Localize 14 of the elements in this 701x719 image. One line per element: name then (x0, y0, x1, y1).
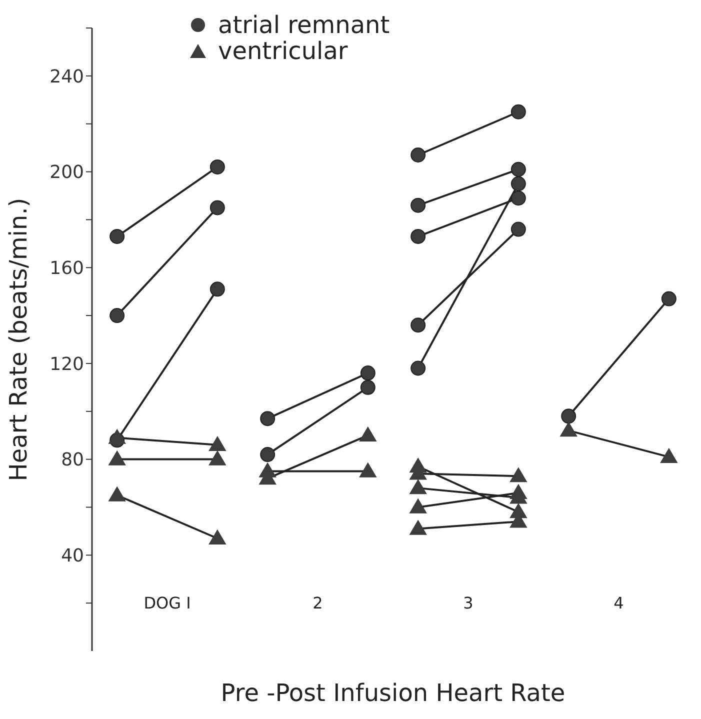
x-tick-label: DOG I (144, 593, 191, 612)
y-tick-label: 80 (61, 450, 84, 471)
x-tick-label: 3 (463, 593, 474, 612)
y-tick-label: 160 (50, 258, 84, 280)
y-tick-label: 200 (50, 162, 84, 184)
x-tick-label: 4 (614, 593, 624, 612)
y-tick-label: 40 (61, 546, 84, 567)
y-tick-label: 120 (50, 354, 84, 375)
x-axis-title: Pre -Post Infusion Heart Rate (220, 679, 566, 707)
y-tick-label: 240 (50, 66, 84, 88)
legend-label: atrial remnant (218, 11, 390, 39)
legend-label: ventricular (218, 37, 348, 65)
y-axis-title: Heart Rate (beats/min.) (4, 198, 33, 482)
x-tick-label: 2 (312, 593, 323, 612)
